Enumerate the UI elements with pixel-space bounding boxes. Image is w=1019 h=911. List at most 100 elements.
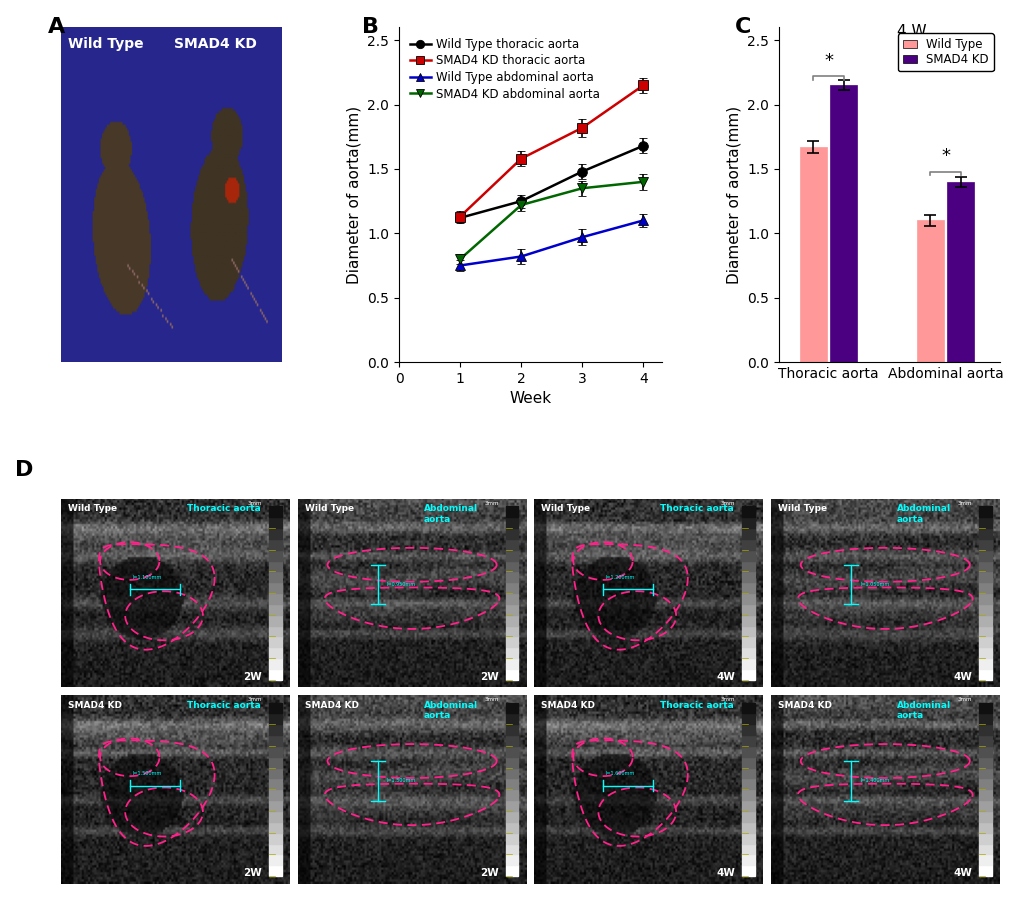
Bar [742, 582, 754, 593]
Text: 3mm: 3mm [484, 501, 498, 506]
Text: 2W: 2W [480, 868, 498, 878]
Bar [742, 855, 754, 865]
Bar [742, 604, 754, 615]
Bar [978, 549, 990, 560]
Text: 2W: 2W [244, 671, 262, 681]
Bar [269, 735, 281, 746]
Bar [978, 779, 990, 789]
Bar [505, 538, 518, 549]
Text: 4W: 4W [716, 671, 735, 681]
Bar [742, 593, 754, 604]
Bar [742, 724, 754, 735]
Bar [505, 811, 518, 822]
Bar [269, 833, 281, 844]
Bar [269, 713, 281, 724]
Bar [742, 702, 754, 713]
Bar [742, 615, 754, 626]
Bar [269, 560, 281, 571]
Text: Thoracic aorta: Thoracic aorta [186, 701, 261, 710]
Text: l=0.950mm: l=0.950mm [386, 582, 416, 587]
Bar [269, 855, 281, 865]
Legend: Wild Type thoracic aorta, SMAD4 KD thoracic aorta, Wild Type abdominal aorta, SM: Wild Type thoracic aorta, SMAD4 KD thora… [405, 33, 603, 106]
Bar [978, 844, 990, 855]
Bar [742, 822, 754, 833]
Text: SMAD4 KD: SMAD4 KD [777, 701, 832, 710]
Bar [505, 528, 518, 538]
Text: Wild Type: Wild Type [67, 37, 143, 51]
Bar [269, 549, 281, 560]
Bar [978, 626, 990, 637]
Bar [269, 582, 281, 593]
Bar [269, 615, 281, 626]
Bar [505, 626, 518, 637]
Bar [505, 571, 518, 582]
Text: l=1.300mm: l=1.300mm [386, 778, 416, 783]
Bar [978, 637, 990, 648]
Text: Wild Type: Wild Type [68, 505, 117, 514]
Bar [978, 724, 990, 735]
Bar [799, 147, 826, 362]
Bar [829, 86, 857, 362]
Bar [742, 517, 754, 528]
Bar [505, 517, 518, 528]
Text: 3mm: 3mm [720, 501, 735, 506]
Bar [269, 669, 281, 680]
Bar [978, 702, 990, 713]
Legend: Wild Type, SMAD4 KD: Wild Type, SMAD4 KD [897, 33, 993, 71]
Bar [269, 789, 281, 800]
Bar [269, 528, 281, 538]
Bar [742, 637, 754, 648]
Bar [742, 757, 754, 768]
Bar [742, 560, 754, 571]
Bar [978, 507, 990, 517]
Bar [742, 800, 754, 811]
Bar [742, 549, 754, 560]
Text: *: * [823, 52, 833, 70]
Bar [742, 713, 754, 724]
Bar [947, 182, 973, 362]
Bar [505, 768, 518, 779]
Bar [505, 746, 518, 757]
Text: l=1.100mm: l=1.100mm [131, 575, 161, 580]
Bar [269, 593, 281, 604]
Bar [269, 768, 281, 779]
Text: C: C [734, 17, 751, 37]
Bar [916, 220, 943, 362]
Bar [505, 844, 518, 855]
Text: 3mm: 3mm [957, 697, 971, 701]
Text: SMAD4 KD: SMAD4 KD [541, 701, 595, 710]
Bar [978, 604, 990, 615]
Bar [978, 855, 990, 865]
Text: D: D [15, 460, 34, 480]
Text: 3mm: 3mm [248, 501, 262, 506]
Bar [269, 637, 281, 648]
Bar [269, 746, 281, 757]
Text: 4 W: 4 W [896, 24, 925, 39]
Bar [505, 560, 518, 571]
Text: SMAD4 KD: SMAD4 KD [68, 701, 122, 710]
Bar [505, 789, 518, 800]
Bar [742, 746, 754, 757]
Bar [742, 811, 754, 822]
Bar [505, 648, 518, 658]
Bar [505, 615, 518, 626]
Bar [269, 757, 281, 768]
Bar [269, 507, 281, 517]
Text: 2W: 2W [244, 868, 262, 878]
Text: l=1.400mm: l=1.400mm [859, 778, 889, 783]
Bar [978, 865, 990, 876]
Text: *: * [941, 147, 949, 165]
Bar [505, 713, 518, 724]
Bar [505, 735, 518, 746]
Text: Wild Type: Wild Type [541, 505, 590, 514]
Y-axis label: Diameter of aorta(mm): Diameter of aorta(mm) [346, 106, 362, 283]
Bar [505, 855, 518, 865]
Text: Wild Type: Wild Type [777, 505, 826, 514]
Bar [505, 833, 518, 844]
Bar [269, 538, 281, 549]
Bar [742, 658, 754, 669]
Bar [978, 669, 990, 680]
Bar [742, 528, 754, 538]
Text: 4W: 4W [953, 671, 971, 681]
Text: Abdominal
aorta: Abdominal aorta [896, 505, 950, 524]
